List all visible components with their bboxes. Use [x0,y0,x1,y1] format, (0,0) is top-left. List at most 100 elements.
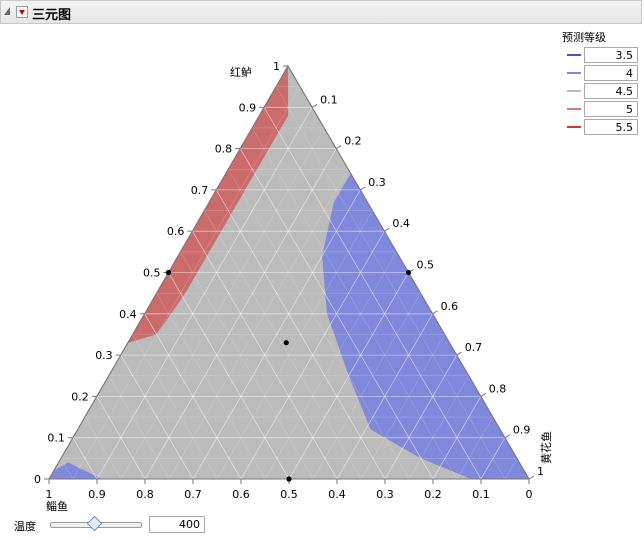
data-point[interactable] [165,269,172,276]
gridline [251,127,458,480]
slider-value-field[interactable]: 400 [149,516,205,533]
gridline [156,293,266,480]
gridline [108,375,170,480]
axis-label-right: 黄花鱼 [539,431,553,464]
gridline [384,354,458,480]
legend: 预测等级 3.5 4 4.5 5 5.5 [562,29,640,137]
tick-mark [528,475,535,480]
gridlines [60,86,518,480]
tick-mark [432,310,438,315]
gridline [336,313,433,480]
gridline [96,396,146,480]
tick-label: 0.3 [95,349,113,362]
tick-label: 0.5 [280,488,298,501]
data-points [165,269,412,482]
gridline [275,86,506,480]
legend-title: 预测等级 [562,31,606,44]
tick-label: 0.4 [119,308,137,321]
tick-mark [360,186,366,191]
tick-label: 0.2 [344,135,362,148]
gridline [60,458,74,480]
legend-item[interactable]: 3.5 [562,47,640,65]
tick-label: 0.6 [232,488,250,501]
tick-mark [480,392,487,397]
gridline [408,375,469,480]
tick-label: 0.6 [441,300,459,313]
data-point[interactable] [405,269,412,276]
tick-label: 0.5 [417,259,435,272]
tick-label: 0.5 [143,267,161,280]
gridline [192,189,361,480]
gridline [288,272,409,480]
legend-item[interactable]: 4 [562,65,640,83]
gridline [228,169,410,480]
tick-label: 0.3 [368,176,386,189]
tick-label: 0.7 [191,184,209,197]
tick-label: 1 [46,488,53,501]
data-point[interactable] [283,340,289,346]
slider-label: 温度 [14,520,36,533]
legend-value[interactable]: 4.5 [584,83,638,99]
legend-value[interactable]: 4 [584,65,638,81]
tick-labels: 0 0.1 0.2 0.3 0.4 0.5 0.6 0.7 0.8 0.9 1 0.1 0.2 0.3 0.… [34,60,544,501]
title-bar: 三元图 [0,0,642,24]
legend-value[interactable]: 5.5 [584,119,638,135]
gridline [120,127,325,480]
tick-label: 0.4 [328,488,346,501]
region-level-3.5 [49,462,102,479]
gridline [120,354,194,480]
tick-label: 1 [273,60,280,73]
gridline [96,107,313,480]
tick-label: 0.6 [167,225,185,238]
tick-mark [504,434,511,439]
legend-value[interactable]: 3.5 [584,47,638,63]
gridline [504,458,518,480]
tick-label: 0.1 [47,432,65,445]
gridline [264,251,397,480]
slider-thumb[interactable] [86,515,103,532]
tick-label: 0.3 [376,488,394,501]
gridline [263,107,482,480]
tick-label: 0.9 [239,101,257,114]
legend-swatch [567,108,581,110]
red-triangle-menu-icon[interactable] [16,6,28,18]
gridline [215,189,386,480]
legend-item[interactable]: 5 [562,101,640,119]
tick-label: 0.9 [88,488,106,501]
axis-label-bottom: 鲻鱼 [46,499,68,513]
legend-swatch [567,90,581,92]
gridline [360,334,445,480]
tick-mark [335,145,342,150]
legend-item[interactable]: 4.5 [562,83,640,101]
tick-label: 0.2 [424,488,442,501]
gridline [72,437,98,480]
axis-label-top: 红鲈 [230,65,252,79]
ternary-plot: 0 0.1 0.2 0.3 0.4 0.5 0.6 0.7 0.8 0.9 1 0.1 0.2 0.3 0.… [34,60,553,513]
collapse-triangle-icon[interactable] [4,7,10,15]
legend-value[interactable]: 5 [584,101,638,117]
report-title: 三元图 [32,8,72,23]
gridline [312,293,421,480]
tick-label: 0.8 [489,382,507,395]
tick-label: 0.7 [184,488,202,501]
gridline [72,86,301,480]
gridline [216,210,373,480]
tick-label: 0.2 [71,390,89,403]
tick-label: 0 [34,473,41,486]
tick-label: 0.4 [392,217,410,230]
tick-label: 0 [526,488,533,501]
gridline [84,416,122,480]
tick-mark [384,227,390,232]
gridline [168,169,349,480]
tick-label: 0.7 [465,341,483,354]
legend-swatch [567,54,581,56]
tick-label: 0.1 [320,93,338,106]
tick-mark [311,103,318,108]
gridline [456,416,494,480]
legend-swatch [567,126,581,128]
data-point[interactable] [286,476,292,482]
tick-label: 0.8 [136,488,154,501]
gridline [168,272,290,480]
tick-mark [456,351,462,356]
legend-item[interactable]: 5.5 [562,119,640,137]
